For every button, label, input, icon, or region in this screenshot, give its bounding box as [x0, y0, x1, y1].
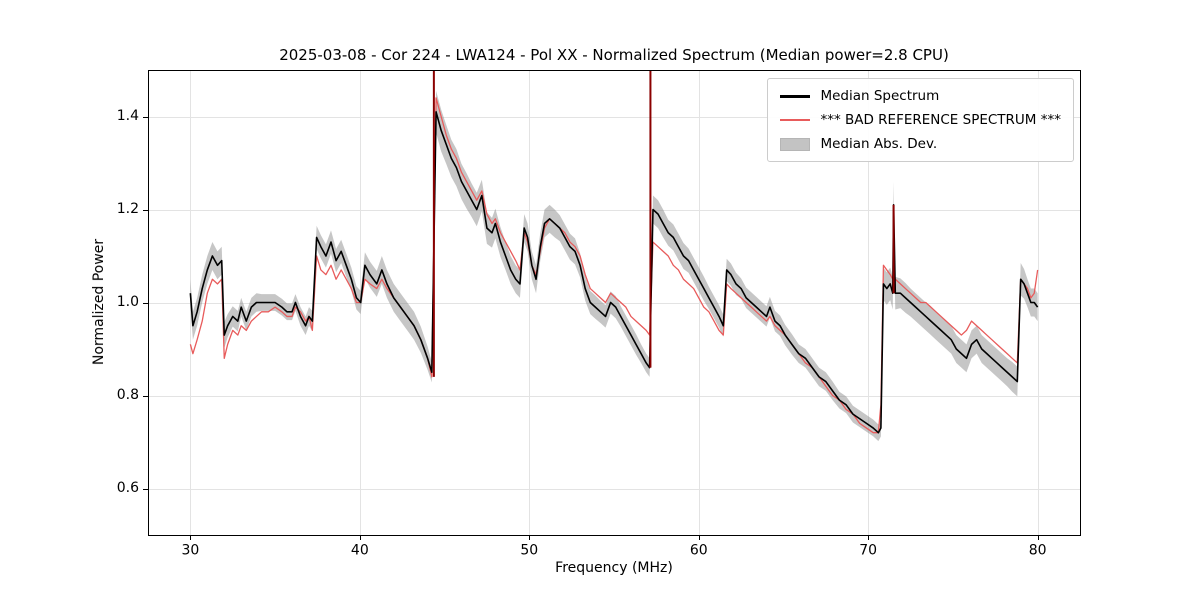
y-axis-label: Normalized Power	[91, 238, 107, 366]
x-axis-label: Frequency (MHz)	[555, 560, 673, 576]
legend-entry-median: Median Spectrum	[780, 88, 1061, 104]
legend-entry-reference: *** BAD REFERENCE SPECTRUM ***	[780, 112, 1061, 128]
chart-title: 2025-03-08 - Cor 224 - LWA124 - Pol XX -…	[279, 46, 949, 64]
legend: Median Spectrum *** BAD REFERENCE SPECTR…	[767, 78, 1074, 162]
median-line-swatch	[780, 94, 811, 98]
legend-entry-mad: Median Abs. Dev.	[780, 136, 1061, 152]
reference-line-swatch	[780, 119, 811, 121]
legend-label-reference: *** BAD REFERENCE SPECTRUM ***	[820, 112, 1061, 128]
legend-label-median: Median Spectrum	[820, 88, 940, 104]
legend-label-mad: Median Abs. Dev.	[820, 136, 938, 152]
mad-band-swatch	[780, 137, 811, 151]
